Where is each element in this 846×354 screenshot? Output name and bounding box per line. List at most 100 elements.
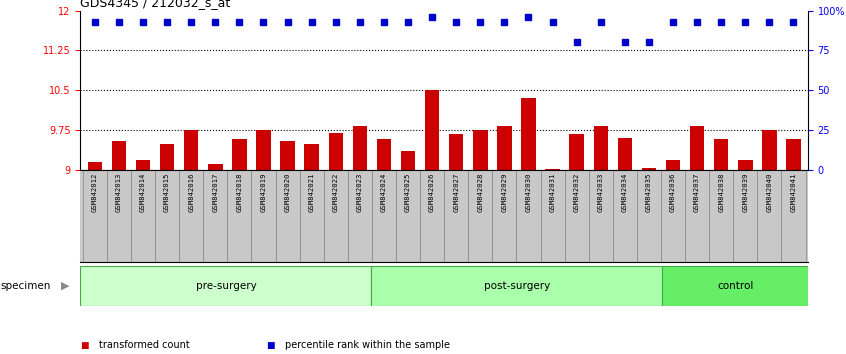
Bar (546, 169, 560, 170)
Text: GSM842029: GSM842029 (502, 173, 508, 212)
Text: GSM842020: GSM842020 (284, 173, 290, 212)
Bar (160, 144, 174, 170)
Bar (228, 170, 251, 262)
Bar (328, 133, 343, 170)
Bar (497, 126, 512, 170)
Bar (738, 160, 753, 170)
Bar (80, 266, 371, 306)
Bar (709, 170, 733, 262)
Bar (179, 170, 203, 262)
Bar (714, 139, 728, 170)
Bar (280, 141, 294, 170)
Bar (425, 90, 439, 170)
Text: GSM842031: GSM842031 (550, 173, 556, 212)
Text: GSM842024: GSM842024 (381, 173, 387, 212)
Text: GSM842040: GSM842040 (766, 173, 772, 212)
Bar (594, 126, 608, 170)
Text: specimen: specimen (0, 281, 51, 291)
Bar (83, 170, 107, 262)
Text: GSM842015: GSM842015 (164, 173, 170, 212)
Bar (757, 170, 782, 262)
Bar (203, 170, 228, 262)
Bar (372, 170, 396, 262)
Bar (276, 170, 299, 262)
Bar (618, 138, 632, 170)
Bar (232, 139, 246, 170)
Text: GSM842016: GSM842016 (188, 173, 195, 212)
Bar (401, 152, 415, 170)
Bar (396, 170, 420, 262)
Text: transformed count: transformed count (99, 341, 190, 350)
Text: GSM842012: GSM842012 (92, 173, 98, 212)
Text: GSM842028: GSM842028 (477, 173, 483, 212)
Text: GSM842023: GSM842023 (357, 173, 363, 212)
Text: GSM842039: GSM842039 (742, 173, 749, 212)
Bar (762, 130, 777, 170)
Bar (88, 162, 102, 170)
Bar (449, 134, 464, 170)
Bar (516, 170, 541, 262)
Bar (689, 126, 705, 170)
Text: GSM842021: GSM842021 (309, 173, 315, 212)
Text: GSM842041: GSM842041 (790, 173, 796, 212)
Bar (666, 160, 680, 170)
Bar (569, 134, 584, 170)
Bar (637, 170, 661, 262)
Text: GSM842025: GSM842025 (405, 173, 411, 212)
Bar (492, 170, 516, 262)
Text: ■: ■ (80, 342, 89, 350)
Text: GSM842022: GSM842022 (332, 173, 338, 212)
Text: GSM842017: GSM842017 (212, 173, 218, 212)
Bar (348, 170, 372, 262)
Bar (184, 130, 199, 170)
Text: ▶: ▶ (61, 281, 69, 291)
Bar (135, 160, 151, 170)
Text: GSM842030: GSM842030 (525, 173, 531, 212)
Text: GSM842036: GSM842036 (670, 173, 676, 212)
Bar (521, 98, 536, 170)
Bar (564, 170, 589, 262)
Bar (371, 266, 662, 306)
Bar (613, 170, 637, 262)
Bar (662, 266, 808, 306)
Bar (642, 169, 656, 170)
Bar (376, 139, 391, 170)
Text: GSM842014: GSM842014 (140, 173, 146, 212)
Bar (473, 130, 487, 170)
Bar (208, 164, 222, 170)
Text: GSM842037: GSM842037 (694, 173, 700, 212)
Bar (468, 170, 492, 262)
Text: GSM842026: GSM842026 (429, 173, 435, 212)
Text: GSM842038: GSM842038 (718, 173, 724, 212)
Text: GSM842019: GSM842019 (261, 173, 266, 212)
Bar (685, 170, 709, 262)
Bar (782, 170, 805, 262)
Bar (251, 170, 276, 262)
Text: ■: ■ (266, 342, 275, 350)
Bar (131, 170, 155, 262)
Bar (256, 130, 271, 170)
Bar (112, 141, 126, 170)
Bar (541, 170, 564, 262)
Bar (589, 170, 613, 262)
Text: post-surgery: post-surgery (484, 281, 550, 291)
Text: control: control (717, 281, 753, 291)
Bar (305, 144, 319, 170)
Bar (107, 170, 131, 262)
Text: GSM842033: GSM842033 (598, 173, 604, 212)
Text: percentile rank within the sample: percentile rank within the sample (285, 341, 450, 350)
Bar (353, 126, 367, 170)
Bar (420, 170, 444, 262)
Text: GDS4345 / 212032_s_at: GDS4345 / 212032_s_at (80, 0, 231, 10)
Bar (786, 139, 800, 170)
Text: GSM842018: GSM842018 (236, 173, 242, 212)
Bar (324, 170, 348, 262)
Bar (155, 170, 179, 262)
Text: GSM842032: GSM842032 (574, 173, 580, 212)
Text: pre-surgery: pre-surgery (195, 281, 256, 291)
Bar (733, 170, 757, 262)
Text: GSM842034: GSM842034 (622, 173, 628, 212)
Text: GSM842027: GSM842027 (453, 173, 459, 212)
Bar (299, 170, 324, 262)
Bar (661, 170, 685, 262)
